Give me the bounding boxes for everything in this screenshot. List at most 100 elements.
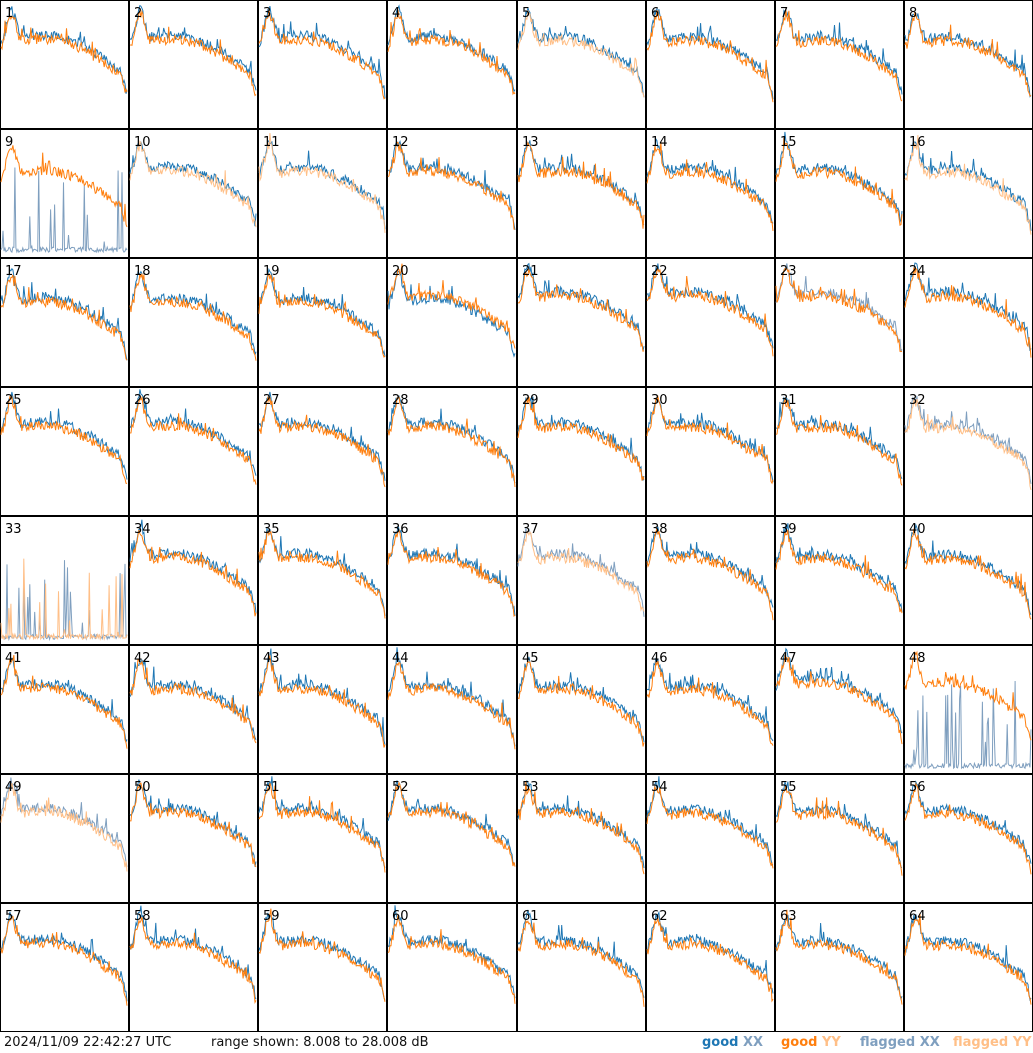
trace-yy-good: [517, 396, 645, 481]
panel-label: 24: [909, 264, 926, 279]
trace-yy-good: [904, 782, 1032, 875]
panel-label: 6: [651, 6, 659, 21]
trace-xx-good: [129, 905, 257, 1000]
trace-yy-good: [775, 784, 903, 876]
panel-frame: [775, 258, 904, 387]
trace-xx-good: [775, 914, 903, 1001]
panel-frame: [129, 129, 258, 258]
trace-yy-good: [904, 11, 1032, 97]
panel-label: 30: [651, 393, 668, 408]
trace-xx-good: [517, 656, 645, 743]
trace-xx-good: [387, 395, 516, 484]
panel-label: 26: [134, 393, 151, 408]
trace-yy-flagged: [129, 140, 257, 228]
trace-yy-flagged: [517, 530, 645, 612]
panel-frame: [387, 0, 517, 129]
panel-frame: [0, 516, 129, 645]
trace-yy-good: [517, 660, 645, 747]
trace-xx-good: [904, 914, 1032, 1002]
trace-yy-good: [387, 141, 516, 230]
trace-yy-good: [387, 396, 516, 488]
panel-43: 43: [258, 645, 387, 774]
panel-label: 57: [5, 909, 22, 924]
panel-label: 42: [134, 651, 151, 666]
panel-label: 29: [522, 393, 539, 408]
panel-frame: [387, 258, 517, 387]
panel-label: 39: [780, 522, 797, 537]
panel-frame: [646, 516, 775, 645]
trace-xx-good: [646, 526, 774, 608]
panel-label: 40: [909, 522, 926, 537]
panel-frame: [517, 258, 646, 387]
panel-56: 56: [904, 774, 1033, 903]
panel-46: 46: [646, 645, 775, 774]
panel-57: 57: [0, 903, 129, 1032]
panel-61: 61: [517, 903, 646, 1032]
trace-xx-flagged: [775, 263, 903, 353]
panel-frame: [775, 387, 904, 516]
panel-17: 17: [0, 258, 129, 387]
panel-label: 36: [392, 522, 409, 537]
panel-label: 12: [392, 135, 409, 150]
panel-frame: [775, 903, 904, 1032]
trace-xx-good: [0, 391, 128, 480]
panel-label: 58: [134, 909, 151, 924]
panel-label: 34: [134, 522, 151, 537]
panel-53: 53: [517, 774, 646, 903]
panel-59: 59: [258, 903, 387, 1032]
trace-xx-flagged: [517, 527, 645, 617]
trace-yy-flagged: [904, 135, 1032, 235]
trace-xx-good: [258, 528, 386, 617]
panel-frame: [129, 903, 258, 1032]
trace-xx-flagged: [904, 395, 1032, 484]
panel-27: 27: [258, 387, 387, 516]
panel-frame: [129, 387, 258, 516]
panel-label: 50: [134, 780, 151, 795]
panel-26: 26: [129, 387, 258, 516]
trace-xx-good: [258, 139, 386, 230]
trace-xx-good: [387, 140, 516, 230]
panel-frame: [517, 903, 646, 1032]
trace-yy-good: [904, 528, 1032, 620]
panel-11: 11: [258, 129, 387, 258]
trace-yy-good: [646, 394, 774, 485]
trace-yy-good: [646, 528, 774, 621]
trace-xx-flagged: [904, 680, 1032, 770]
trace-yy-good: [387, 529, 516, 618]
panel-33: 33: [0, 516, 129, 645]
panel-9: 9: [0, 129, 129, 258]
panel-5: 5: [517, 0, 646, 129]
trace-xx-good: [904, 780, 1032, 864]
trace-yy-good: [387, 915, 516, 1004]
panel-frame: [517, 516, 646, 645]
panel-frame: [387, 645, 517, 774]
trace-xx-good: [387, 525, 516, 616]
panel-label: 43: [263, 651, 280, 666]
panel-16: 16: [904, 129, 1033, 258]
legend-good-yy: good YY: [781, 1035, 841, 1050]
trace-yy-good: [0, 655, 128, 749]
panel-frame: [646, 903, 775, 1032]
trace-yy-flagged: [0, 558, 128, 642]
trace-xx-good: [517, 140, 645, 225]
panel-frame: [258, 129, 387, 258]
panel-2: 2: [129, 0, 258, 129]
trace-yy-good: [775, 909, 903, 1005]
panel-frame: [775, 129, 904, 258]
trace-xx-good: [387, 4, 516, 93]
panel-label: 37: [522, 522, 539, 537]
panel-label: 59: [263, 909, 280, 924]
panel-frame: [646, 645, 775, 774]
panel-44: 44: [387, 645, 517, 774]
panel-frame: [646, 387, 775, 516]
trace-xx-good: [646, 398, 774, 483]
trace-yy-good: [775, 397, 903, 486]
panel-3: 3: [258, 0, 387, 129]
trace-yy-good: [646, 10, 774, 103]
trace-yy-good: [130, 782, 257, 868]
panel-40: 40: [904, 516, 1033, 645]
trace-yy-good: [0, 274, 128, 361]
panel-frame: [258, 903, 387, 1032]
trace-yy-good: [904, 913, 1032, 1005]
